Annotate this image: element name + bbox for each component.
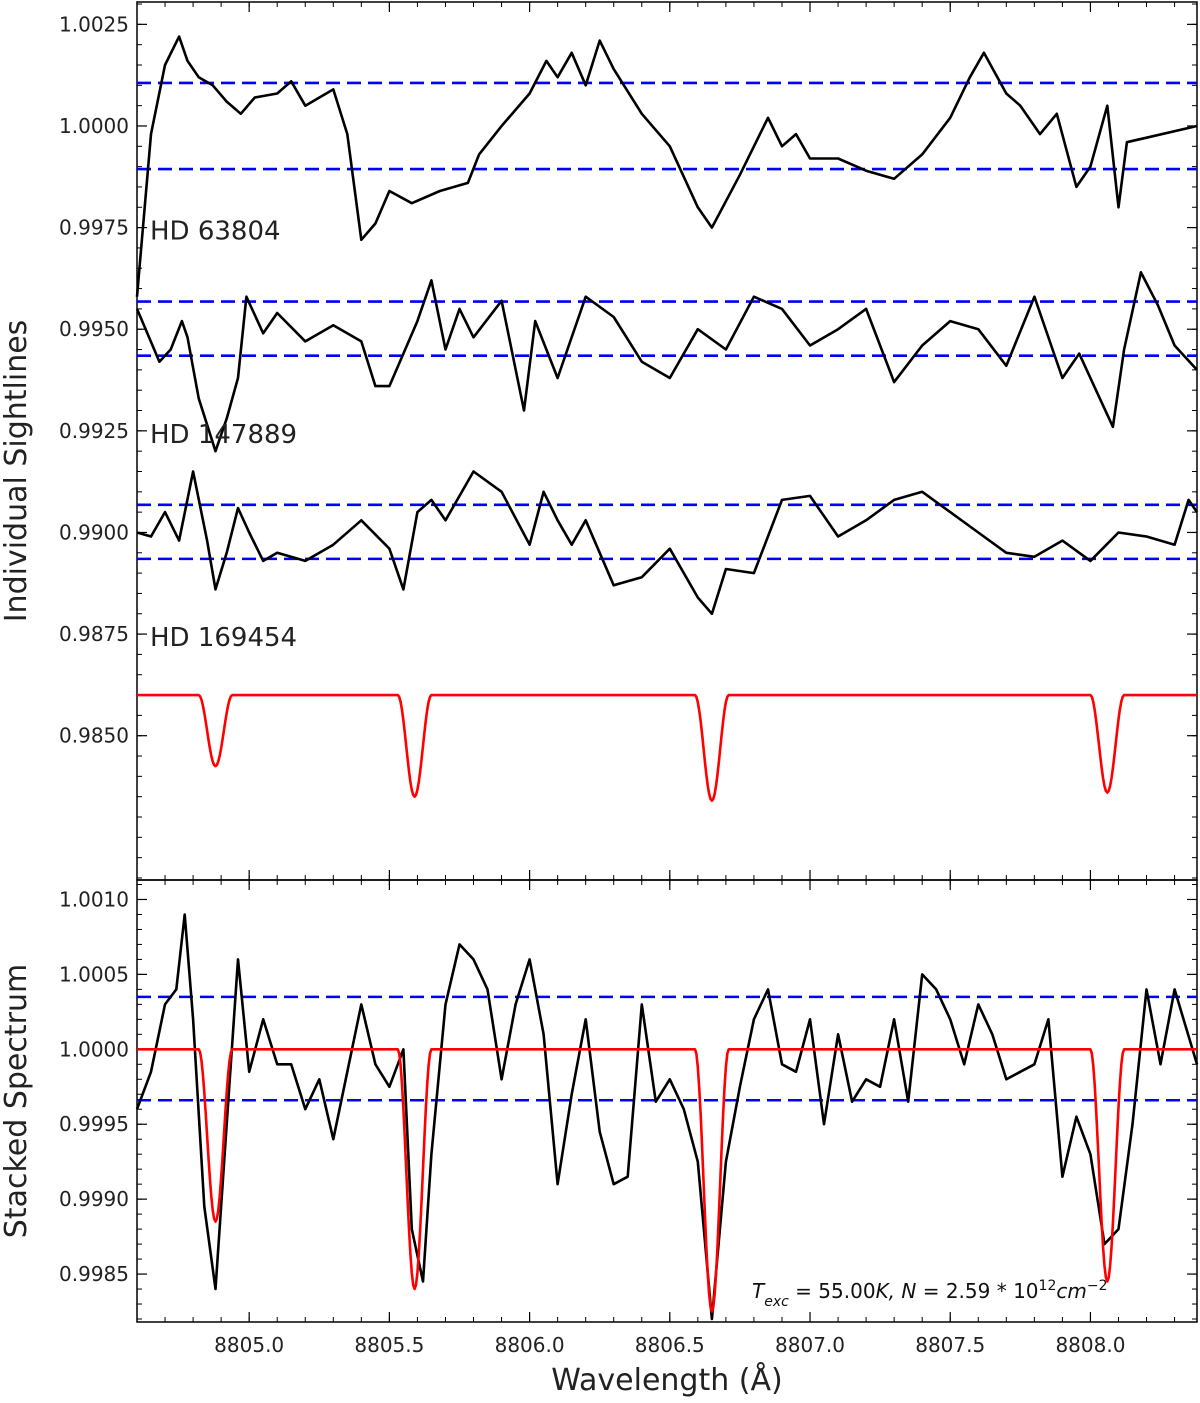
bottom-panel: 0.9985 0.9990 0.9995 1.0000 1.0005 1.0010 880…: [0, 879, 1199, 1398]
series-line-model: [137, 1048, 1197, 1313]
fit-annotation: Texc = 55.00K, N = 2.59 * 1012cm−2: [752, 1278, 1107, 1310]
y-tick-label: 1.0005: [59, 962, 129, 986]
top-panel: 0.9850 0.9875 0.9900 0.9925 0.9950 0.9975 1.00…: [0, 1, 1199, 881]
top-star-labels: HD 63804 HD 147889 HD 169454: [150, 217, 297, 653]
bottom-y-axis-label: Stacked Spectrum: [0, 964, 34, 1238]
y-tick-label: 0.9925: [59, 419, 129, 443]
x-tick-label: 8807.5: [915, 1333, 985, 1357]
series-line-stacked: [135, 913, 1199, 1321]
bottom-y-ticks: 0.9985 0.9990 0.9995 1.0000 1.0005 1.0010: [59, 883, 1197, 1320]
top-series: [135, 35, 1199, 802]
y-tick-label: 1.0010: [59, 887, 129, 911]
y-tick-label: 0.9990: [59, 1187, 129, 1211]
y-tick-label: 0.9950: [59, 317, 129, 341]
x-tick-label: 8806.5: [635, 1333, 705, 1357]
x-tick-label: 8805.5: [354, 1333, 424, 1357]
series-line-hd-147889: [135, 271, 1198, 453]
y-tick-label: 0.9875: [59, 622, 129, 646]
bottom-series: [135, 913, 1199, 1321]
top-y-axis-label: Individual Sightlines: [0, 320, 34, 623]
star-label: HD 63804: [150, 217, 281, 247]
series-line-hd-63804: [135, 35, 1198, 297]
top-y-ticks: 0.9850 0.9875 0.9900 0.9925 0.9950 0.9975 1.00…: [59, 3, 1197, 879]
series-line-hd-169454: [136, 470, 1199, 616]
top-x-ticks: [164, 2, 1176, 880]
y-tick-label: 0.9850: [59, 724, 129, 748]
y-tick-label: 1.0025: [59, 12, 129, 36]
x-tick-label: 8808.0: [1055, 1333, 1125, 1357]
y-tick-label: 0.9900: [59, 520, 129, 544]
star-label: HD 147889: [150, 420, 297, 450]
star-label: HD 169454: [150, 623, 297, 653]
bottom-x-ticks: 8805.0 8805.5 8806.0 8806.5 8807.0 8807.5 8808…: [164, 880, 1176, 1357]
y-tick-label: 0.9975: [59, 216, 129, 240]
x-tick-label: 8806.0: [495, 1333, 565, 1357]
series-line-model: [137, 693, 1197, 802]
x-axis-label: Wavelength (Å): [551, 1362, 782, 1398]
y-tick-label: 1.0000: [59, 114, 129, 138]
y-tick-label: 0.9995: [59, 1112, 129, 1136]
y-tick-label: 1.0000: [59, 1037, 129, 1061]
y-tick-label: 0.9985: [59, 1262, 129, 1286]
x-tick-label: 8807.0: [775, 1333, 845, 1357]
x-tick-label: 8805.0: [214, 1333, 284, 1357]
